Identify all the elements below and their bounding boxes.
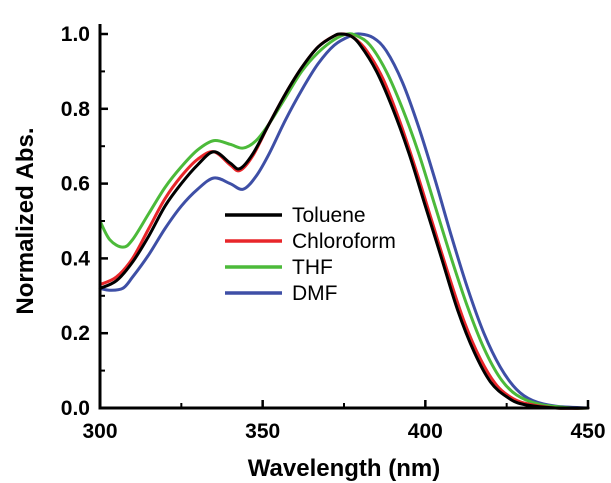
series-line-toluene: [98, 32, 590, 410]
legend-label-toluene: Toluene: [292, 204, 366, 227]
y-tick-label: 1.0: [61, 23, 90, 46]
y-tick-label: 0.2: [61, 322, 90, 345]
series-line-dmf: [98, 32, 590, 410]
y-tick-label: 0.0: [61, 397, 90, 420]
x-tick-label: 450: [570, 420, 605, 443]
ticks-layer: 300 350 400 450 0.0 0.2 0.4 0.6 0.8 1.0: [61, 23, 606, 443]
x-tick-label: 300: [82, 420, 117, 443]
legend-label-chloroform: Chloroform: [292, 230, 396, 253]
y-tick-label: 0.4: [61, 247, 91, 270]
y-axis-title: Normalized Abs.: [12, 127, 39, 314]
series-line-thf: [98, 32, 590, 410]
legend-label-dmf: DMF: [292, 282, 338, 305]
legend-label-thf: THF: [292, 256, 333, 279]
series-layer: [98, 32, 590, 410]
legend: Toluene Chloroform THF DMF: [225, 204, 396, 305]
x-tick-label: 400: [408, 420, 443, 443]
x-axis-title: Wavelength (nm): [248, 455, 440, 482]
y-tick-label: 0.8: [61, 98, 91, 121]
y-tick-label: 0.6: [61, 173, 90, 196]
x-tick-label: 350: [245, 420, 280, 443]
